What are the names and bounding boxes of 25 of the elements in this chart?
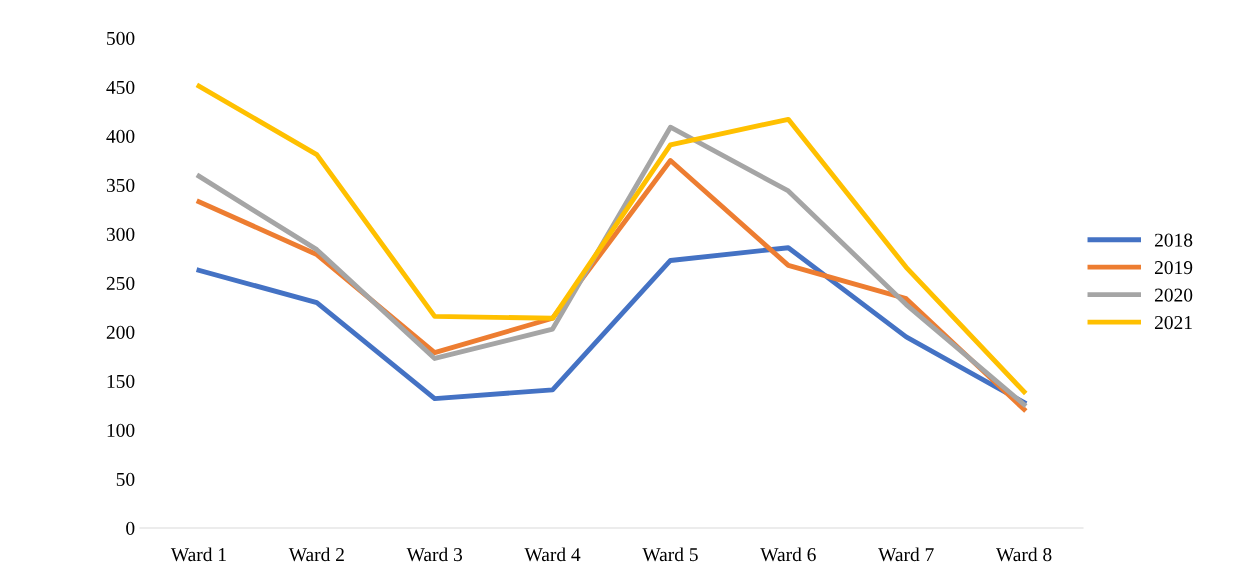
y-tick-label: 150 xyxy=(107,374,135,388)
y-tick-label: 450 xyxy=(106,80,135,94)
y-tick-label: 200 xyxy=(106,325,135,339)
x-tick-label: Ward 2 xyxy=(288,547,344,562)
y-tick-label: 250 xyxy=(106,276,135,290)
y-tick-label: 500 xyxy=(107,31,135,45)
x-tick-label: Ward 4 xyxy=(524,547,581,562)
legend-label: 2020 xyxy=(1154,288,1193,302)
y-tick-label: 350 xyxy=(106,178,135,192)
x-tick-label: Ward 7 xyxy=(878,547,934,562)
x-tick-label: Ward 1 xyxy=(170,547,226,562)
legend-label: 2021 xyxy=(1154,316,1192,330)
x-tick-label: Ward 6 xyxy=(760,547,816,562)
legend-label: 2019 xyxy=(1154,261,1193,275)
y-tick-label: 50 xyxy=(116,472,135,486)
y-tick-label: 300 xyxy=(106,227,135,241)
x-tick-label: Ward 8 xyxy=(995,547,1052,562)
y-tick-label: 400 xyxy=(106,129,135,143)
y-tick-label: 0 xyxy=(126,521,135,535)
line-series xyxy=(196,245,1027,405)
x-tick-label: Ward 3 xyxy=(406,547,463,562)
legend-label: 2018 xyxy=(1154,233,1193,247)
x-tick-label: Ward 5 xyxy=(642,547,698,562)
line-series xyxy=(196,83,1027,395)
y-tick-label: 100 xyxy=(107,423,135,437)
